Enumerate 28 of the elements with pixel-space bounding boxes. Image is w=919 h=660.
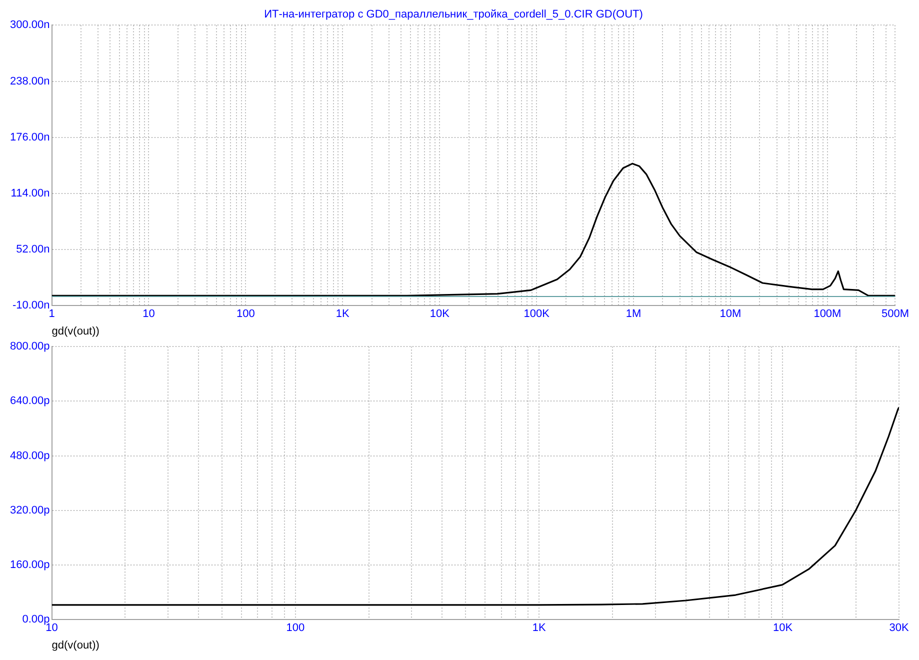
x-tick-label: 1K — [336, 308, 350, 320]
chart-title: ИТ-на-интегратор с GD0_параллельник_тройка_cordell_5_0.CIR GD(OUT) — [264, 8, 643, 21]
x-tick-label: 1K — [532, 622, 546, 634]
x-tick-label: 10 — [142, 308, 155, 320]
x-tick-label: 100M — [814, 308, 842, 320]
x-tick-label: 100 — [286, 622, 305, 634]
y-tick-label: 160.00p — [10, 559, 50, 572]
x-tick-label: 10K — [430, 308, 450, 320]
x-axis-title: gd(v(out)) — [52, 639, 100, 652]
x-tick-label: 30K — [889, 622, 910, 634]
x-axis-title: gd(v(out)) — [52, 325, 100, 338]
y-tick-label: 800.00p — [10, 340, 50, 353]
x-tick-label: 100K — [524, 308, 550, 320]
x-tick-label: 1M — [626, 308, 642, 320]
y-tick-label: 114.00n — [10, 187, 50, 200]
y-tick-label: 52.00n — [16, 244, 50, 256]
x-tick-label: 100 — [236, 308, 255, 320]
x-tick-label: 1 — [48, 308, 55, 320]
y-tick-label: 480.00p — [10, 450, 50, 462]
x-tick-label: 500M — [881, 308, 910, 320]
y-tick-label: 176.00n — [10, 131, 50, 144]
y-tick-label: 238.00n — [10, 75, 50, 88]
y-tick-label: -10.00n — [12, 300, 50, 312]
y-tick-label: 320.00p — [10, 504, 50, 516]
y-tick-label: 640.00p — [10, 395, 50, 408]
x-tick-label: 10K — [772, 622, 794, 634]
x-tick-label: 10M — [720, 308, 742, 320]
y-tick-label: 300.00n — [10, 19, 50, 32]
